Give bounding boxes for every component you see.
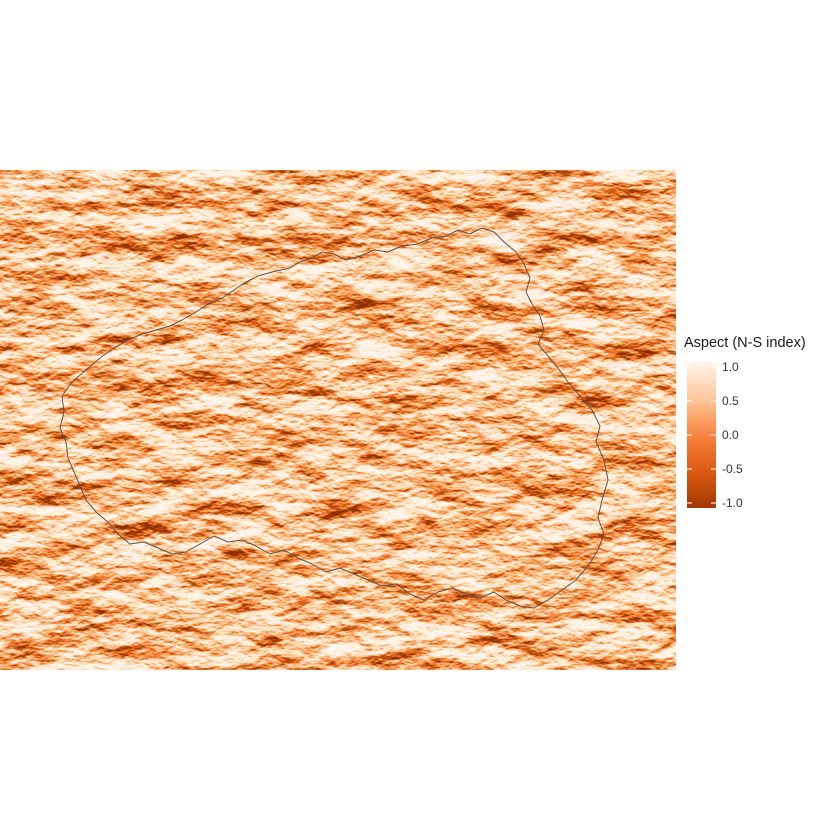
terrain-raster [0,170,676,670]
legend-tick-label: -0.5 [722,462,743,476]
legend-tick-label: -1.0 [722,496,743,510]
legend-color-bar [687,362,716,508]
legend-tick-label: 0.5 [722,394,739,408]
legend-tick-label: 1.0 [722,360,739,374]
legend: Aspect (N-S index) 1.0 0.5 0.0 -0.5 -1.0 [684,335,840,515]
legend-tick-label: 0.0 [722,428,739,442]
catchment-boundary-outline [59,227,609,609]
legend-title: Aspect (N-S index) [684,335,806,351]
aspect-raster-map [0,170,676,670]
map-canvas [0,170,676,670]
